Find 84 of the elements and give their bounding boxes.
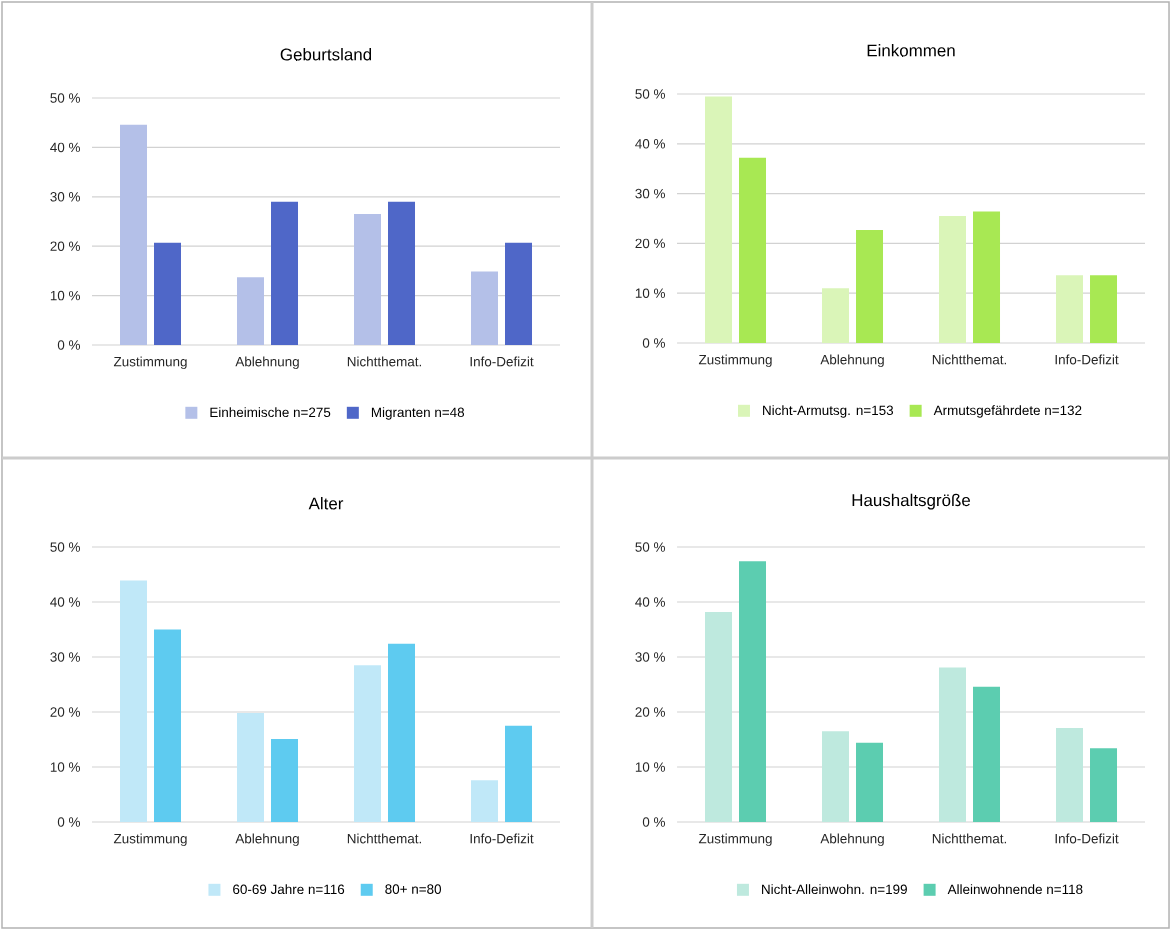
chart-title: Haushaltsgröße (852, 493, 971, 510)
x-tick-label: Zustimmung (698, 354, 772, 368)
x-tick-label: Ablehnung (820, 354, 884, 368)
y-tick-label: 30 % (635, 652, 665, 662)
y-tick-label: 50 % (635, 542, 665, 552)
bar (1090, 275, 1118, 343)
bar (856, 742, 884, 822)
bar (471, 271, 498, 345)
bar (154, 629, 181, 822)
y-tick-label: 20 % (635, 238, 665, 249)
bar (354, 214, 381, 345)
legend-label: 80+ n=80 (385, 884, 442, 894)
x-tick-label: Nichtthemat. (347, 356, 422, 367)
bar (939, 216, 967, 343)
x-tick-label: Info-Defizit (1055, 354, 1119, 365)
y-tick-label: 40 % (50, 142, 80, 153)
legend-label: 60-69 Jahre n=116 (233, 884, 345, 895)
x-tick-label: Info-Defizit (1055, 833, 1119, 844)
bar (120, 580, 147, 822)
bar (822, 288, 850, 343)
x-tick-label: Zustimmung (113, 356, 187, 370)
x-tick-label: Zustimmung (698, 833, 772, 847)
bar (1090, 748, 1118, 822)
legend-label: Armutsgefährdete n=132 (933, 405, 1082, 418)
y-tick-label: 0 % (57, 817, 80, 827)
y-tick-label: 30 % (50, 192, 80, 202)
y-tick-label: 20 % (635, 707, 665, 717)
bar (856, 229, 884, 343)
y-tick-label: 20 % (50, 707, 80, 717)
legend-label: Alleinwohnende n=118 (947, 884, 1083, 895)
bar (271, 201, 298, 345)
bar (1056, 727, 1084, 822)
y-tick-label: 30 % (635, 188, 665, 199)
legend-label: Einheimische n=275 (210, 407, 331, 418)
chart-title: Geburtsland (280, 48, 372, 61)
y-tick-label: 10 % (635, 762, 665, 772)
bar (939, 667, 967, 822)
bar (154, 242, 181, 345)
x-tick-label: Info-Defizit (470, 833, 534, 844)
bar (237, 277, 264, 345)
x-tick-label: Ablehnung (820, 833, 884, 847)
bar (973, 686, 1001, 822)
chart-title: Alter (308, 497, 344, 510)
y-tick-label: 50 % (635, 89, 665, 99)
bar (739, 157, 767, 343)
x-tick-label: Ablehnung (235, 833, 299, 847)
y-tick-label: 10 % (50, 290, 80, 301)
bar (973, 211, 1001, 343)
bar (388, 643, 415, 822)
y-tick-label: 10 % (50, 762, 80, 772)
y-tick-label: 40 % (50, 597, 80, 607)
legend-label: Nicht-Alleinwohn. n=199 (762, 884, 907, 895)
x-tick-label: Nichtthemat. (932, 833, 1007, 844)
bar (1056, 275, 1084, 343)
bar (822, 731, 850, 822)
y-tick-label: 50 % (50, 542, 80, 552)
legend-label: Nicht-Armutsg. n=153 (763, 405, 894, 418)
x-tick-label: Nichtthemat. (932, 354, 1007, 365)
bar (388, 201, 415, 345)
y-tick-label: 40 % (635, 139, 665, 149)
bar (505, 242, 532, 345)
bar (237, 713, 264, 822)
y-tick-label: 50 % (50, 93, 80, 103)
y-tick-label: 40 % (635, 597, 665, 607)
y-tick-label: 30 % (50, 652, 80, 662)
bar (739, 561, 767, 822)
bar (505, 725, 532, 822)
legend-label: Migranten n=48 (371, 407, 465, 420)
bar (705, 611, 733, 822)
bar (471, 780, 498, 822)
x-tick-label: Nichtthemat. (347, 833, 422, 844)
x-tick-label: Ablehnung (235, 356, 299, 370)
bar (271, 738, 298, 822)
bar (354, 665, 381, 822)
x-tick-label: Info-Defizit (470, 356, 534, 367)
bar (120, 124, 147, 345)
y-tick-label: 20 % (50, 241, 80, 251)
y-tick-label: 0 % (642, 817, 665, 827)
x-tick-label: Zustimmung (113, 833, 187, 847)
y-tick-label: 0 % (642, 338, 665, 348)
y-tick-label: 0 % (57, 340, 80, 350)
chart-title: Einkommen (867, 44, 955, 57)
y-tick-label: 10 % (635, 288, 665, 298)
bar (705, 96, 733, 343)
